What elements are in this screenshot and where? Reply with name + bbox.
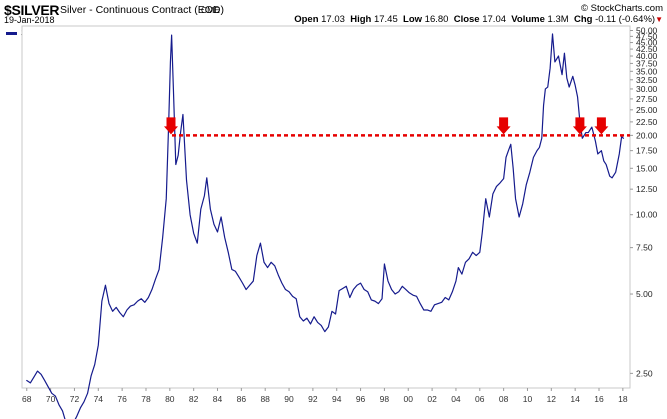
y-axis-labels: 50.0047.5045.0042.5040.0037.5035.0032.50…	[636, 25, 658, 378]
high-label: High	[350, 14, 372, 25]
y-tick-label: 47.50	[636, 31, 658, 41]
x-tick-label: 16	[594, 394, 604, 404]
close-label: Close	[453, 14, 480, 25]
volume-label: Volume	[511, 14, 545, 25]
symbol-ticker: $SILVER	[4, 2, 60, 18]
x-tick-label: 04	[451, 394, 461, 404]
y-tick-label: 5.00	[636, 289, 653, 299]
y-tick-label: 25.00	[636, 105, 658, 115]
resistance-arrows	[164, 117, 609, 135]
x-tick-label: 00	[404, 394, 414, 404]
y-tick-label: 35.00	[636, 66, 658, 76]
y-tick-label: 30.00	[636, 84, 658, 94]
x-tick-label: 06	[475, 394, 485, 404]
x-tick-label: 10	[523, 394, 533, 404]
x-tick-label: 72	[70, 394, 80, 404]
x-tick-label: 76	[117, 394, 127, 404]
x-tick-label: 74	[94, 394, 104, 404]
y-tick-label: 7.50	[636, 243, 653, 253]
y-tick-label: 37.50	[636, 58, 658, 68]
x-tick-label: 68	[22, 394, 32, 404]
x-tick-label: 80	[165, 394, 175, 404]
x-tick-label: 18	[618, 394, 628, 404]
y-tick-label: 40.00	[636, 51, 658, 61]
x-tick-label: 14	[570, 394, 580, 404]
x-tick-label: 92	[308, 394, 318, 404]
y-tick-label: 10.00	[636, 210, 658, 220]
x-tick-label: 86	[237, 394, 247, 404]
x-tick-label: 88	[260, 394, 270, 404]
down-arrow-icon	[594, 117, 609, 135]
low-label: Low	[403, 14, 423, 25]
chg-down-caret-icon: ▼	[655, 15, 663, 24]
y-tick-label: 2.50	[636, 368, 653, 378]
symbol-description: Silver - Continuous Contract (EOD)	[60, 4, 224, 16]
stockcharts-watermark: © StockCharts.com	[581, 3, 663, 14]
x-tick-label: 94	[332, 394, 342, 404]
chart-header: $SILVER Silver - Continuous Contract (EO…	[0, 0, 667, 25]
y-tick-label: 27.50	[636, 94, 658, 104]
chg-label: Chg	[573, 14, 593, 25]
x-tick-label: 70	[46, 394, 56, 404]
x-tick-label: 98	[380, 394, 390, 404]
x-tick-label: 12	[547, 394, 557, 404]
y-axis-ticks	[630, 29, 633, 374]
volume-value: 1.3M	[547, 14, 569, 25]
x-tick-label: 82	[189, 394, 199, 404]
quote-line: Open 17.03 High 17.45 Low 16.80 Close 17…	[294, 14, 663, 25]
low-value: 16.80	[424, 14, 449, 25]
plot-frame	[21, 25, 631, 389]
down-arrow-icon	[572, 117, 587, 135]
x-tick-label: 02	[427, 394, 437, 404]
y-tick-label: 22.50	[636, 117, 658, 127]
high-value: 17.45	[373, 14, 398, 25]
y-tick-label: 15.00	[636, 163, 658, 173]
open-value: 17.03	[321, 14, 345, 25]
symbol-exchange: CME	[201, 5, 220, 15]
open-label: Open	[294, 14, 319, 25]
y-tick-label: 50.00	[636, 25, 658, 35]
down-arrow-icon	[496, 117, 511, 135]
x-tick-label: 08	[499, 394, 509, 404]
price-line	[26, 33, 625, 419]
y-tick-label: 12.50	[636, 184, 658, 194]
down-arrow-icon	[164, 117, 178, 135]
y-tick-label: 42.50	[636, 44, 658, 54]
x-tick-label: 78	[141, 394, 151, 404]
x-axis-labels: 68 70 72 74 76 78 80 82 84 86 88 90 92 94 96 98 00 02 04 06…	[22, 388, 628, 404]
y-tick-label: 17.50	[636, 146, 658, 156]
x-tick-label: 96	[356, 394, 366, 404]
x-tick-label: 90	[284, 394, 294, 404]
chg-value: -0.11 (-0.64%)	[595, 14, 656, 25]
x-tick-label: 84	[213, 394, 223, 404]
y-tick-label: 32.50	[636, 75, 658, 85]
quote-date: 19-Jan-2018	[4, 15, 55, 25]
y-tick-label: 45.00	[636, 38, 658, 48]
legend-line-swatch-icon	[6, 32, 17, 35]
close-value: 17.04	[482, 14, 507, 25]
y-tick-label: 20.00	[636, 130, 658, 140]
